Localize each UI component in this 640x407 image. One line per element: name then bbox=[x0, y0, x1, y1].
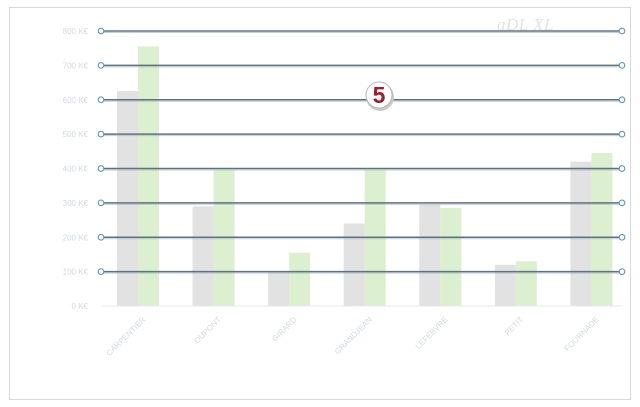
gridline-handle-left-2 bbox=[97, 233, 105, 241]
gridline-handle-left-7 bbox=[97, 62, 105, 69]
x-tick-label: DUPONT bbox=[193, 315, 223, 345]
badge-number: 5 bbox=[373, 82, 386, 108]
gridline-handle-left-6 bbox=[97, 96, 105, 104]
gridlines-layer bbox=[97, 27, 626, 307]
y-tick-label: 200 K€ bbox=[63, 233, 89, 242]
x-tick-label: FOURNADE bbox=[563, 315, 601, 353]
gridline-handle-right-1 bbox=[618, 268, 626, 275]
x-axis: CARPENTIER DUPONT GIRARD GRANDJEAN LEFEBVRE P… bbox=[105, 315, 601, 358]
gridline-handle-right-2 bbox=[618, 233, 626, 241]
bar-series1-carpentier bbox=[117, 91, 138, 306]
gridline-handle-left-8 bbox=[97, 27, 105, 35]
bar-series2-fournade bbox=[591, 153, 613, 306]
y-tick-label: 100 K€ bbox=[63, 268, 89, 277]
y-axis: 0 K€ 100 K€ 200 K€ 300 K€ 400 K€ 500 K€ 600 K€… bbox=[63, 27, 89, 311]
gridline-handle-right-3 bbox=[618, 199, 626, 207]
badge-circle bbox=[365, 81, 393, 109]
y-tick-label: 400 K€ bbox=[63, 165, 89, 174]
gridline-handle-right-7 bbox=[618, 62, 626, 69]
gridline-handle-right-4 bbox=[618, 165, 626, 172]
gridline-handle-left-3 bbox=[97, 199, 105, 207]
step-badge: 5 bbox=[365, 81, 394, 111]
x-tick-label: CARPENTIER bbox=[105, 315, 148, 358]
y-tick-label: 300 K€ bbox=[63, 199, 89, 208]
x-tick-label: GRANDJEAN bbox=[333, 315, 374, 356]
y-tick-label: 500 K€ bbox=[63, 130, 89, 139]
x-tick-label: GIRARD bbox=[270, 315, 299, 344]
bars-layer bbox=[117, 46, 613, 306]
gridline-handle-left-4 bbox=[97, 165, 105, 172]
bar-series1-girard bbox=[268, 271, 290, 306]
bar-series2-girard bbox=[289, 252, 311, 306]
bar-series1-grandjean bbox=[343, 223, 365, 306]
bar-series2-dupont bbox=[213, 170, 235, 306]
bar-series1-petit bbox=[494, 264, 516, 306]
y-tick-label: 800 K€ bbox=[63, 27, 89, 36]
bar-series1-fournade bbox=[570, 161, 592, 306]
bar-series1-lefebvre bbox=[419, 204, 441, 306]
gridline-handle-right-8 bbox=[618, 27, 626, 35]
bar-series1-dupont bbox=[192, 206, 214, 306]
x-tick-label: LEFEBVRE bbox=[414, 315, 450, 351]
bar-series2-petit bbox=[515, 261, 537, 306]
bar-series2-carpentier bbox=[138, 46, 159, 306]
bar-series2-lefebvre bbox=[440, 208, 462, 306]
watermark: aDL XL bbox=[497, 15, 555, 34]
y-tick-label: 600 K€ bbox=[63, 96, 89, 105]
gridline-handle-left-5 bbox=[97, 130, 105, 138]
gridline-handle-left-1 bbox=[97, 268, 105, 275]
gridline-handle-right-6 bbox=[618, 96, 626, 104]
gridline-handle-right-5 bbox=[618, 130, 626, 138]
x-tick-label: PETIT bbox=[503, 315, 525, 337]
bar-series2-grandjean bbox=[364, 170, 386, 306]
y-tick-label: 700 K€ bbox=[63, 61, 89, 70]
y-tick-label: 0 K€ bbox=[72, 302, 89, 311]
